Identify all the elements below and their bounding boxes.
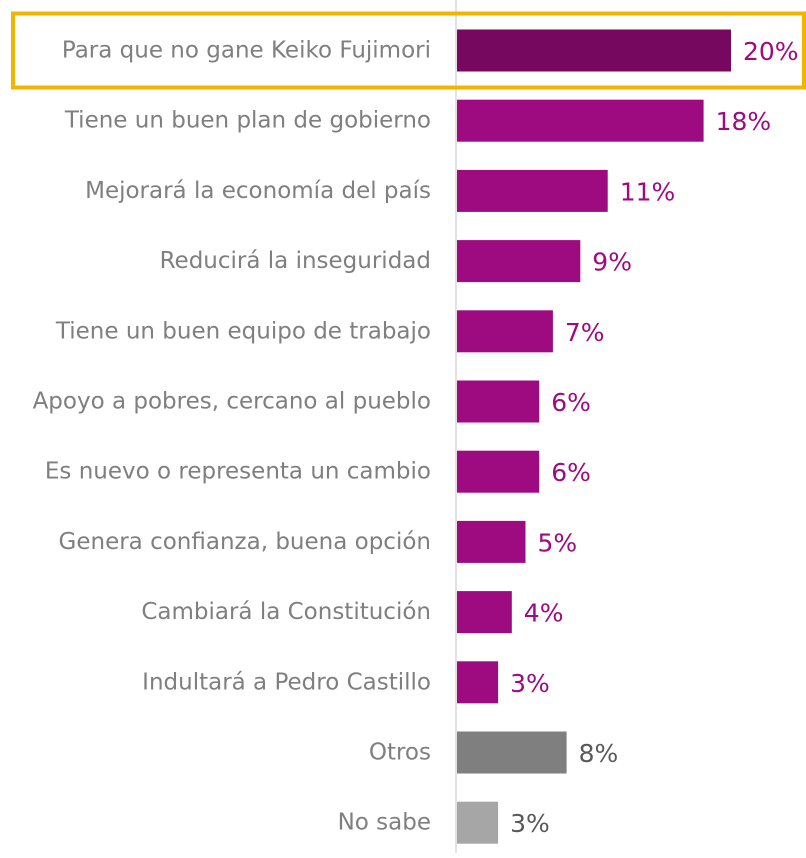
category-label-2: Mejorará la economía del país: [85, 178, 431, 204]
value-label-4: 7%: [565, 318, 605, 347]
bar-2: [457, 169, 608, 212]
value-label-10: 8%: [579, 739, 619, 768]
category-label-5: Apoyo a pobres, cercano al pueblo: [33, 389, 431, 415]
category-label-8: Cambiará la Constitución: [141, 599, 431, 625]
bar-10: [457, 731, 567, 774]
category-label-0: Para que no gane Keiko Fujimori: [62, 38, 431, 64]
bar-1: [457, 99, 704, 142]
value-label-11: 3%: [510, 809, 550, 838]
category-label-7: Genera confianza, buena opción: [59, 529, 431, 555]
bar-3: [457, 240, 581, 283]
bar-9: [457, 661, 499, 704]
bar-6: [457, 450, 540, 493]
category-label-9: Indultará a Pedro Castillo: [142, 669, 431, 695]
bar-0: [457, 29, 731, 72]
highlight-frame: [11, 11, 806, 90]
category-label-11: No sabe: [338, 810, 431, 836]
value-label-0: 20%: [743, 37, 799, 66]
value-label-6: 6%: [551, 458, 591, 487]
category-label-4: Tiene un buen equipo de trabajo: [55, 318, 431, 344]
category-label-6: Es nuevo o representa un cambio: [45, 459, 431, 485]
category-label-1: Tiene un buen plan de gobierno: [64, 108, 431, 134]
category-label-10: Otros: [369, 740, 431, 766]
bar-8: [457, 591, 512, 634]
category-label-3: Reducirá la inseguridad: [160, 248, 431, 274]
value-label-8: 4%: [524, 599, 564, 628]
value-label-9: 3%: [510, 669, 550, 698]
value-label-3: 9%: [592, 248, 632, 277]
bar-11: [457, 801, 499, 844]
value-label-5: 6%: [551, 388, 591, 417]
bar-7: [457, 520, 526, 563]
value-label-1: 18%: [716, 107, 772, 136]
value-label-2: 11%: [620, 177, 676, 206]
bar-5: [457, 380, 540, 423]
value-label-7: 5%: [538, 528, 578, 557]
bar-4: [457, 310, 553, 353]
